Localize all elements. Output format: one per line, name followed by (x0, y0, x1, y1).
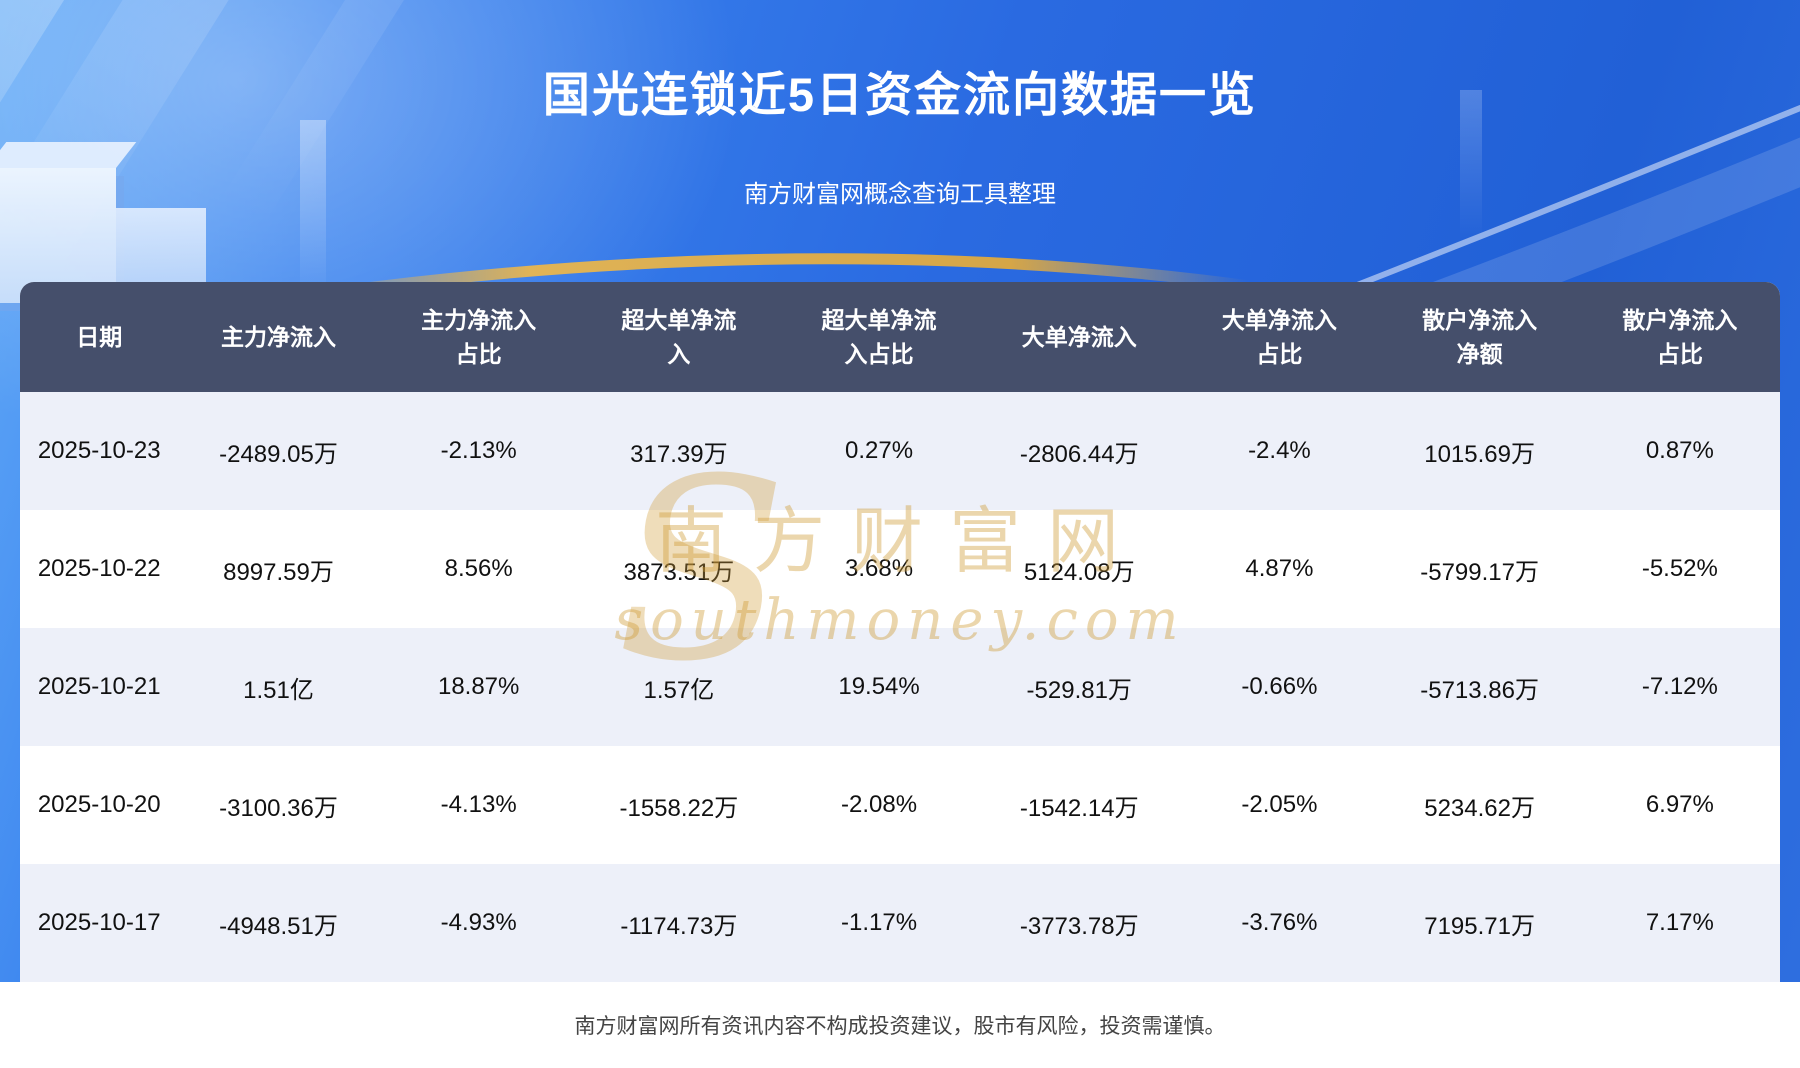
value-cell: -1.17% (841, 909, 918, 936)
date-cell: 2025-10-20 (37, 791, 161, 818)
value-cell: -2489.05万 (219, 440, 338, 468)
fund-flow-table: 日期 主力净流入 主力净流入占比 超大单净流入 超大单净流入占比 大单净流入 大单净流入占比… (20, 282, 1780, 982)
date-cell: 2025-10-17 (37, 909, 161, 936)
footer: 南方财富网所有资讯内容不构成投资建议，股市有风险，投资需谨慎。 (0, 982, 1800, 1068)
value-cell: -4.13% (440, 791, 517, 818)
value-cell: -2806.44万 (1019, 440, 1139, 468)
value-cell: -4948.51万 (219, 912, 338, 940)
value-cell: -1174.73万 (620, 912, 738, 940)
value-cell: -0.66% (1241, 673, 1318, 700)
value-cell: 7195.71万 (1424, 912, 1535, 940)
fund-flow-table-card: 日期 主力净流入 主力净流入占比 超大单净流入 超大单净流入占比 大单净流入 大单净流入占比… (20, 282, 1780, 982)
date-cell: 2025-10-21 (37, 673, 161, 700)
value-cell: 3.68% (845, 555, 914, 582)
value-cell: -1542.14万 (1019, 794, 1139, 822)
page-subtitle: 南方财富网概念查询工具整理 (744, 181, 1056, 208)
value-cell: -3100.36万 (219, 794, 338, 822)
value-cell: 0.27% (845, 437, 914, 464)
value-cell: 5124.08万 (1023, 558, 1135, 586)
value-cell: 5234.62万 (1424, 794, 1535, 822)
value-cell: -2.08% (841, 791, 918, 818)
column-header: 大单净流入占比 (1179, 282, 1380, 392)
table-row: 2025-10-23 -2489.05万 -2.13% 317.39万 0.27% -28… (20, 392, 1780, 510)
value-cell: 8997.59万 (223, 558, 334, 586)
column-header: 主力净流入占比 (378, 282, 579, 392)
value-cell: 1.51亿 (243, 676, 314, 704)
table-row: 2025-10-20 -3100.36万 -4.13% -1558.22万 -2.08%… (20, 746, 1780, 864)
column-header: 日期 (20, 282, 179, 392)
value-cell: -5713.86万 (1420, 676, 1539, 704)
value-cell: 0.87% (1645, 437, 1714, 464)
column-header: 散户净流入净额 (1379, 282, 1580, 392)
value-cell: 3873.51万 (623, 558, 735, 586)
date-cell: 2025-10-23 (37, 437, 161, 464)
table-header-row: 日期 主力净流入 主力净流入占比 超大单净流入 超大单净流入占比 大单净流入 大单净流入占比… (20, 282, 1780, 392)
value-cell: -2.4% (1248, 437, 1311, 464)
value-cell: -3.76% (1241, 909, 1318, 936)
value-cell: -2.05% (1241, 791, 1318, 818)
value-cell: 8.56% (444, 555, 513, 582)
column-header: 超大单净流入 (578, 282, 779, 392)
value-cell: 4.87% (1245, 555, 1314, 582)
value-cell: 18.87% (437, 673, 520, 700)
value-cell: -1558.22万 (619, 794, 739, 822)
column-header: 主力净流入 (178, 282, 379, 392)
page-title: 国光连锁近5日资金流向数据一览 (542, 68, 1258, 121)
light-pillar-decor (300, 120, 326, 300)
value-cell: -4.93% (440, 909, 517, 936)
value-cell: -529.81万 (1026, 676, 1132, 704)
value-cell: -5799.17万 (1420, 558, 1539, 586)
disclaimer-text: 南方财富网所有资讯内容不构成投资建议，股市有风险，投资需谨慎。 (574, 1015, 1226, 1038)
value-cell: 19.54% (838, 673, 920, 700)
value-cell: -5.52% (1641, 555, 1718, 582)
column-header: 大单净流入 (979, 282, 1180, 392)
value-cell: 1.57亿 (643, 676, 715, 704)
table-row: 2025-10-17 -4948.51万 -4.93% -1174.73万 -1.17%… (20, 864, 1780, 982)
value-cell: -7.12% (1641, 673, 1718, 700)
column-header: 散户净流入占比 (1579, 282, 1780, 392)
value-cell: 7.17% (1645, 909, 1714, 936)
value-cell: 317.39万 (630, 440, 728, 468)
column-header: 超大单净流入占比 (778, 282, 980, 392)
date-cell: 2025-10-22 (37, 555, 161, 582)
value-cell: 1015.69万 (1424, 440, 1535, 468)
table-row: 2025-10-22 8997.59万 8.56% 3873.51万 3.68% 5124… (20, 510, 1780, 628)
value-cell: 6.97% (1645, 791, 1714, 818)
building-block-decor (0, 168, 116, 303)
value-cell: -2.13% (440, 437, 517, 464)
light-pillar-decor (1460, 90, 1482, 240)
value-cell: -3773.78万 (1019, 912, 1139, 940)
table-row: 2025-10-21 1.51亿 18.87% 1.57亿 19.54% -529.81万… (20, 628, 1780, 746)
